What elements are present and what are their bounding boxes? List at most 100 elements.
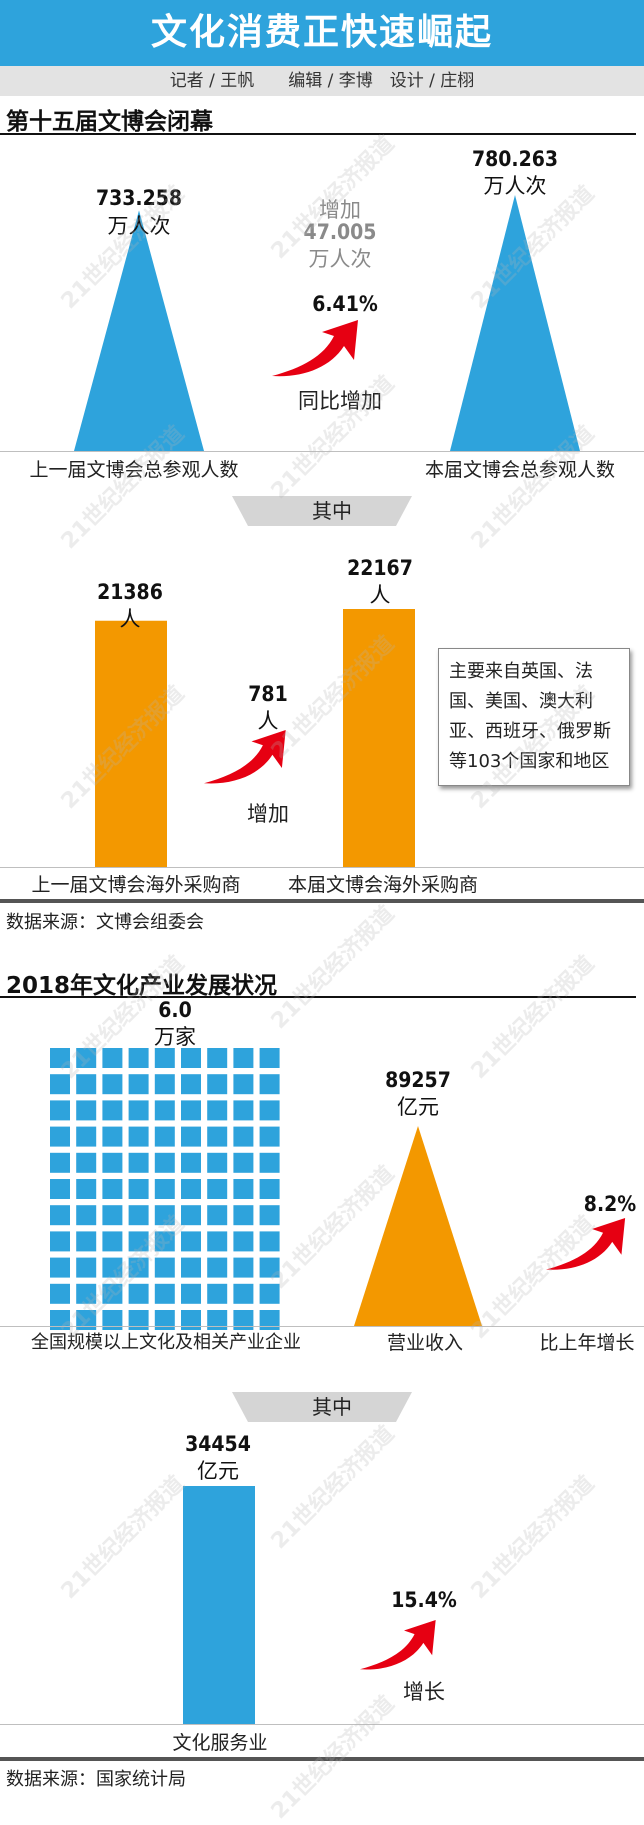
buyers-curr-unit: 人 xyxy=(369,583,391,607)
visitors-curr-value: 780.263 xyxy=(471,147,559,171)
enterprise-cell xyxy=(154,1100,175,1121)
revenue-unit: 亿元 xyxy=(397,1095,439,1119)
enterprise-cell xyxy=(154,1074,175,1095)
enterprise-cell xyxy=(76,1152,97,1173)
enterprise-cell xyxy=(76,1231,97,1252)
revenue-growth-label: 比上年增长 xyxy=(539,1332,635,1354)
growth-arrow-icon-2-shape xyxy=(204,730,286,784)
enterprise-cell xyxy=(233,1310,254,1330)
enterprise-cell xyxy=(259,1126,280,1147)
service-label: 文化服务业 xyxy=(172,1732,268,1754)
buyers-increase-label: 增加 xyxy=(247,802,289,826)
enterprise-cell xyxy=(76,1257,97,1278)
enterprise-cell xyxy=(154,1152,175,1173)
page-title: 文化消费正快速崛起 xyxy=(0,0,644,66)
increase-label: 增加 xyxy=(319,198,361,222)
enterprise-cell xyxy=(233,1152,254,1173)
increase-value: 47.005 xyxy=(303,220,377,244)
growth-arrow-icon-1 xyxy=(272,320,358,377)
section2-source: 数据来源：国家统计局 xyxy=(6,1769,186,1790)
enterprise-cell xyxy=(154,1179,175,1199)
enterprise-cell xyxy=(128,1179,149,1199)
growth-label: 同比增加 xyxy=(298,389,382,413)
enterprise-cell xyxy=(181,1283,201,1304)
growth-arrow-icon-4 xyxy=(360,1620,436,1670)
growth-arrow-icon-2 xyxy=(204,730,286,784)
enterprise-cell xyxy=(102,1179,123,1199)
baseline-2 xyxy=(0,867,644,868)
enterprise-cell xyxy=(207,1152,228,1173)
credits-line: 记者 / 王帆 编辑 / 李博 设计 / 庄栩 xyxy=(0,66,644,96)
enterprise-cell xyxy=(76,1048,97,1068)
growth-arrow-icon-4-shape xyxy=(360,1620,436,1670)
enterprise-cell xyxy=(76,1205,97,1226)
enterprise-cell xyxy=(76,1283,97,1304)
buyers-bar-0 xyxy=(95,620,167,867)
enterprise-cell xyxy=(50,1126,70,1147)
visitors-prev-label: 上一届文博会总参观人数 xyxy=(29,459,239,481)
enterprise-cell xyxy=(259,1310,280,1330)
enterprise-cell xyxy=(50,1152,70,1173)
baseline-3 xyxy=(0,1326,644,1327)
enterprise-cell xyxy=(154,1283,175,1304)
buyers-bar-1 xyxy=(343,609,415,867)
qizhong-label-1: 其中 xyxy=(312,499,352,523)
growth-pct: 6.41% xyxy=(312,292,378,316)
enterprise-cell xyxy=(259,1205,280,1226)
enterprise-cell xyxy=(233,1074,254,1095)
enterprise-cell xyxy=(233,1283,254,1304)
enterprise-cell xyxy=(259,1048,280,1068)
enterprise-cell xyxy=(128,1283,149,1304)
enterprises-value: 6.0 xyxy=(158,998,192,1022)
service-growth-label: 增长 xyxy=(403,1680,445,1704)
enterprise-cell xyxy=(207,1126,228,1147)
enterprise-cell xyxy=(259,1231,280,1252)
enterprise-cell xyxy=(207,1257,228,1278)
enterprise-cell xyxy=(207,1100,228,1121)
enterprise-cell xyxy=(102,1283,123,1304)
revenue-triangle xyxy=(354,1126,482,1326)
buyers-curr-value: 22167 xyxy=(347,556,413,580)
enterprise-cell xyxy=(181,1126,201,1147)
enterprise-cell xyxy=(259,1100,280,1121)
buyers-increase-unit: 人 xyxy=(257,709,279,733)
visitor-triangle-0 xyxy=(74,210,204,451)
enterprise-cell xyxy=(50,1205,70,1226)
qizhong-label-2: 其中 xyxy=(312,1395,352,1419)
section1-rule xyxy=(0,133,636,135)
enterprise-cell xyxy=(181,1048,201,1068)
enterprise-cell xyxy=(154,1205,175,1226)
baseline-1 xyxy=(0,451,644,452)
visitors-curr-label: 本届文博会总参观人数 xyxy=(424,459,615,481)
enterprise-cell xyxy=(76,1310,97,1330)
enterprise-cell xyxy=(76,1100,97,1121)
enterprise-cell xyxy=(259,1283,280,1304)
enterprise-cell xyxy=(50,1310,70,1330)
enterprise-cell xyxy=(50,1074,70,1095)
section2-rule xyxy=(0,996,636,998)
enterprise-cell xyxy=(50,1179,70,1199)
enterprise-cell xyxy=(259,1257,280,1278)
enterprise-cell xyxy=(259,1074,280,1095)
enterprise-cell xyxy=(259,1152,280,1173)
enterprise-cell xyxy=(102,1126,123,1147)
enterprise-cell xyxy=(207,1048,228,1068)
enterprise-cell xyxy=(207,1074,228,1095)
enterprise-cell xyxy=(154,1126,175,1147)
visitor-triangle-1 xyxy=(450,195,580,451)
enterprise-cell xyxy=(207,1205,228,1226)
growth-arrow-icon-3 xyxy=(546,1218,626,1270)
enterprise-cell xyxy=(128,1100,149,1121)
enterprise-cell xyxy=(181,1257,201,1278)
enterprise-cell xyxy=(128,1257,149,1278)
enterprise-cell xyxy=(154,1048,175,1068)
buyers-prev-unit: 人 xyxy=(119,607,141,631)
enterprise-cell xyxy=(102,1205,123,1226)
enterprise-cell xyxy=(233,1179,254,1199)
enterprise-cell xyxy=(233,1205,254,1226)
revenue-label: 营业收入 xyxy=(386,1332,463,1354)
enterprise-cell xyxy=(233,1048,254,1068)
enterprise-cell xyxy=(154,1231,175,1252)
enterprise-cell xyxy=(181,1179,201,1199)
